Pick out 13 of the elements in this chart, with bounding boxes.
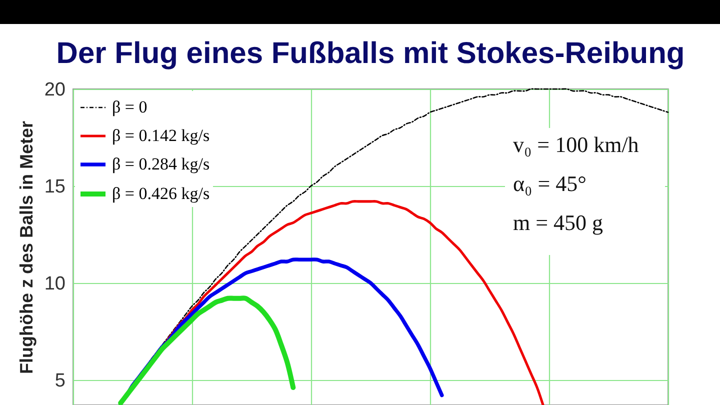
y-tick-label: 15	[44, 176, 66, 198]
annotation: m = 450 g	[513, 210, 604, 236]
legend-label: β = 0.284 kg/s	[112, 154, 210, 174]
y-tick-label: 10	[44, 273, 66, 294]
legend-label: β = 0.142 kg/s	[112, 126, 210, 145]
y-tick-label: 20	[44, 80, 66, 100]
legend-label: β = 0	[112, 98, 148, 116]
annotation: α₀ = 45°	[513, 171, 586, 197]
y-tick-label: 5	[54, 370, 66, 392]
annotation: v₀ = 100 km/h	[513, 132, 639, 158]
legend-label: β = 0.426 kg/s	[112, 184, 210, 203]
y-axis-title: Flughöhe z des Balls in Meter	[16, 120, 36, 374]
chart-title: Der Flug eines Fußballs mit Stokes-Reibung	[56, 37, 685, 70]
